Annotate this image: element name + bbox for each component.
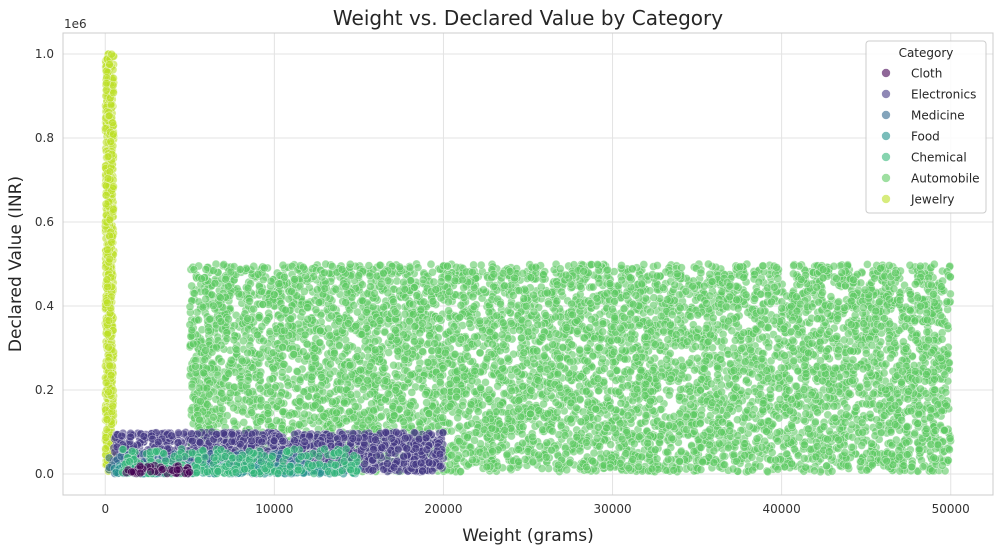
data-point bbox=[945, 434, 955, 443]
data-point bbox=[529, 307, 539, 317]
data-point bbox=[303, 314, 313, 324]
data-point bbox=[861, 349, 871, 358]
data-point bbox=[692, 353, 702, 363]
data-point bbox=[617, 261, 626, 270]
data-point bbox=[352, 352, 362, 361]
data-point bbox=[832, 332, 842, 341]
series-automobile bbox=[185, 259, 955, 477]
data-point bbox=[716, 380, 726, 390]
data-point bbox=[826, 292, 836, 301]
data-point bbox=[436, 293, 446, 303]
data-point bbox=[428, 296, 438, 306]
data-point bbox=[696, 443, 706, 452]
data-point bbox=[418, 347, 427, 356]
data-point bbox=[748, 465, 757, 475]
data-point bbox=[518, 381, 528, 391]
data-point bbox=[746, 345, 755, 355]
data-point bbox=[594, 278, 604, 288]
data-point bbox=[307, 385, 316, 394]
data-point bbox=[493, 381, 503, 391]
data-point bbox=[772, 428, 782, 438]
data-point bbox=[405, 263, 415, 273]
data-point bbox=[705, 269, 715, 279]
data-point bbox=[764, 342, 773, 352]
data-point bbox=[929, 259, 939, 269]
data-point bbox=[922, 327, 932, 337]
data-point bbox=[913, 293, 923, 303]
data-point bbox=[868, 389, 878, 399]
data-point bbox=[862, 379, 872, 389]
data-point bbox=[467, 419, 476, 428]
data-point bbox=[777, 303, 787, 313]
data-point bbox=[505, 463, 515, 473]
data-point bbox=[886, 427, 896, 437]
data-point bbox=[392, 372, 402, 382]
data-point bbox=[905, 260, 915, 270]
data-point bbox=[648, 365, 658, 375]
data-point bbox=[789, 269, 798, 279]
data-point bbox=[863, 260, 872, 269]
data-point bbox=[676, 385, 685, 394]
data-point bbox=[325, 338, 334, 348]
data-point bbox=[879, 368, 889, 378]
data-point bbox=[788, 315, 797, 325]
data-point bbox=[555, 264, 565, 274]
data-point bbox=[413, 263, 423, 272]
data-point bbox=[238, 407, 247, 417]
data-point bbox=[428, 267, 437, 277]
data-point bbox=[906, 289, 915, 299]
data-point bbox=[690, 365, 699, 375]
data-point bbox=[674, 392, 684, 402]
data-point bbox=[792, 381, 801, 391]
data-point bbox=[331, 285, 341, 294]
data-point bbox=[298, 347, 308, 357]
data-point bbox=[652, 261, 662, 270]
data-point bbox=[210, 278, 220, 288]
data-point bbox=[459, 293, 469, 302]
data-point bbox=[471, 428, 481, 437]
data-point bbox=[557, 287, 566, 297]
data-point bbox=[389, 360, 398, 370]
data-points bbox=[101, 49, 955, 479]
data-point bbox=[902, 422, 912, 432]
data-point bbox=[204, 326, 213, 336]
data-point bbox=[913, 419, 923, 428]
data-point bbox=[663, 335, 673, 344]
data-point bbox=[740, 413, 750, 423]
data-point bbox=[239, 418, 249, 427]
data-point bbox=[942, 297, 952, 307]
data-point bbox=[634, 432, 644, 442]
data-point bbox=[897, 377, 906, 387]
data-point bbox=[937, 334, 947, 344]
data-point bbox=[788, 343, 797, 353]
data-point bbox=[856, 457, 866, 466]
data-point bbox=[257, 287, 266, 296]
data-point bbox=[402, 408, 412, 418]
data-point bbox=[617, 374, 627, 384]
data-point bbox=[435, 324, 444, 334]
data-point bbox=[259, 336, 268, 346]
data-point bbox=[234, 289, 244, 299]
data-point bbox=[773, 436, 783, 446]
data-point bbox=[664, 390, 674, 400]
data-point bbox=[357, 296, 367, 306]
